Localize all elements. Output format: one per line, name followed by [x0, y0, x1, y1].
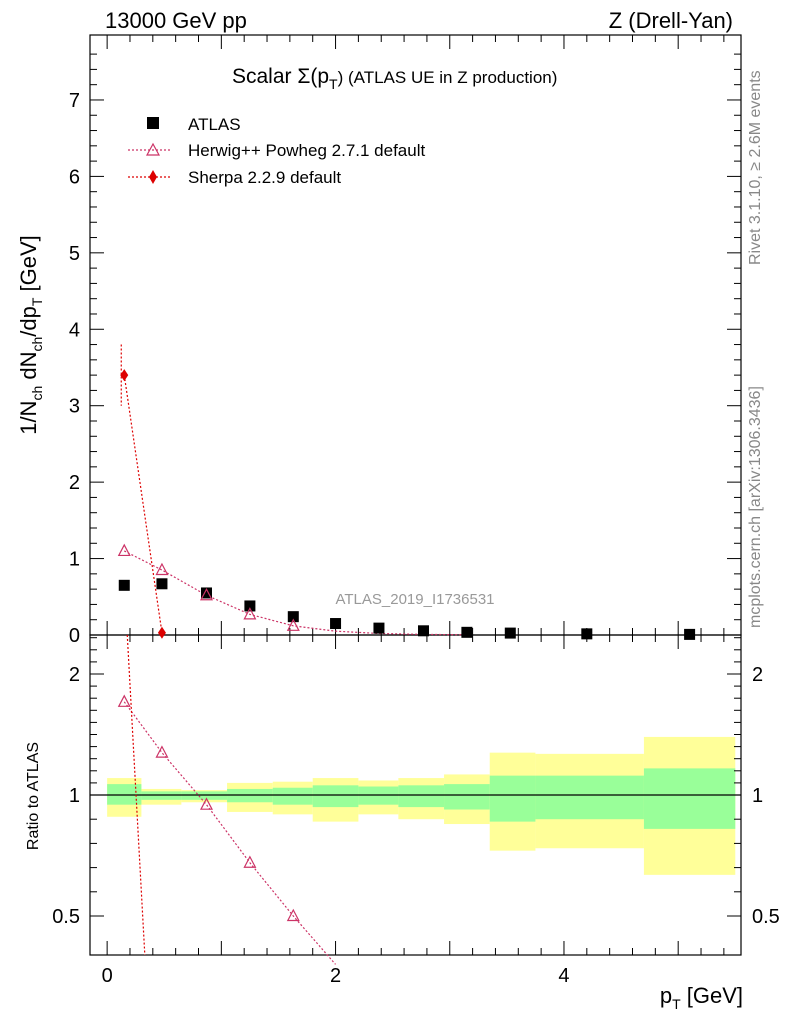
- atlas-point: [244, 600, 256, 612]
- header-right: Z (Drell-Yan): [609, 8, 733, 33]
- ratio-uncertainty-bands: [107, 736, 736, 875]
- ratio-band-green: [312, 785, 359, 808]
- ratio-band-green: [489, 775, 536, 822]
- series-lines: [120, 344, 467, 965]
- atlas-point: [330, 618, 342, 630]
- ratio-band-green: [107, 784, 142, 805]
- rivet-label: Rivet 3.1.10, ≥ 2.6M events: [747, 70, 764, 265]
- herwig-point: [286, 618, 300, 631]
- y-tick-label: 7: [69, 90, 80, 112]
- legend-label-herwig: Herwig++ Powheg 2.7.1 default: [188, 141, 425, 160]
- legend: ATLAS Herwig++ Powheg 2.7.1 default Sher…: [128, 115, 425, 187]
- herwig-point: [117, 543, 131, 557]
- ratio-band-green: [358, 786, 399, 805]
- legend-marker-sherpa: [149, 170, 157, 184]
- ratio-herwig-point: [286, 908, 300, 922]
- analysis-watermark: ATLAS_2019_I1736531: [335, 591, 494, 608]
- y-tick-label: 2: [69, 472, 80, 494]
- sherpa-point: [157, 626, 166, 639]
- herwig-point: [243, 607, 257, 620]
- x-axis-label: pT [GeV]: [660, 983, 743, 1012]
- ratio-band-green: [643, 768, 736, 829]
- ratio-y-tick-label-right: 2: [752, 664, 763, 686]
- y-axis-label-ratio: Ratio to ATLAS: [25, 742, 42, 850]
- atlas-point: [200, 587, 212, 599]
- y-tick-label: 0: [69, 625, 80, 647]
- x-tick-label: 2: [330, 965, 341, 987]
- ratio-herwig-line: [123, 701, 337, 965]
- ratio-sherpa-line: [126, 634, 146, 956]
- ratio-y-tick-label-right: 0.5: [752, 906, 780, 928]
- ratio-herwig-point: [200, 797, 213, 810]
- y-tick-label: 3: [69, 396, 80, 418]
- mcplots-label: mcplots.cern.ch [arXiv:1306.3436]: [747, 386, 764, 628]
- x-tick-label: 0: [102, 965, 113, 987]
- legend-label-sherpa: Sherpa 2.2.9 default: [188, 168, 341, 187]
- atlas-point: [504, 627, 516, 639]
- atlas-point: [684, 628, 696, 640]
- axis-ticks: 0 2 4 0 1 2 3 4 5 6 7 0.5 0.5 1 1 2 2: [52, 35, 780, 987]
- sherpa-line: [123, 375, 163, 633]
- legend-marker-herwig: [145, 142, 161, 156]
- ratio-herwig-point: [117, 694, 131, 707]
- atlas-point: [118, 579, 130, 591]
- herwig-point: [200, 587, 213, 601]
- ratio-band-green: [272, 787, 313, 805]
- ratio-y-tick-label: 0.5: [52, 906, 80, 928]
- atlas-point: [373, 622, 385, 634]
- sherpa-point: [120, 369, 129, 382]
- atlas-point: [287, 611, 299, 623]
- y-axis-label-main: 1/Nch dNch/dpT [GeV]: [16, 235, 45, 435]
- y-tick-label: 6: [69, 166, 80, 188]
- y-tick-label: 1: [69, 549, 80, 571]
- ratio-band-green: [444, 784, 490, 810]
- legend-marker-atlas: [147, 117, 159, 129]
- atlas-point: [581, 628, 593, 640]
- y-tick-label: 5: [69, 243, 80, 265]
- ratio-y-tick-label: 1: [69, 785, 80, 807]
- ratio-y-tick-label-right: 1: [752, 785, 763, 807]
- x-tick-label: 4: [558, 965, 569, 987]
- ratio-herwig-point: [243, 855, 257, 868]
- ratio-band-green: [181, 791, 228, 800]
- atlas-point: [461, 626, 473, 638]
- ratio-band-green: [227, 788, 273, 803]
- atlas-point: [417, 625, 429, 637]
- plot-title: Scalar Σ(pT) (ATLAS UE in Z production): [232, 65, 557, 92]
- atlas-point: [156, 578, 168, 590]
- ratio-y-tick-label: 2: [69, 664, 80, 686]
- ratio-herwig-point: [155, 745, 169, 758]
- series-markers: [117, 369, 696, 922]
- ratio-band-green: [141, 791, 182, 800]
- y-tick-label: 4: [69, 319, 80, 341]
- ratio-band-green: [398, 785, 445, 808]
- herwig-point: [155, 562, 169, 576]
- header-left: 13000 GeV pp: [105, 8, 247, 33]
- herwig-line: [123, 550, 467, 636]
- ratio-band-green: [535, 775, 644, 820]
- legend-label-atlas: ATLAS: [188, 115, 241, 134]
